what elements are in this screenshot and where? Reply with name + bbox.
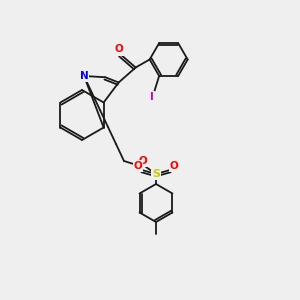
Text: I: I <box>150 92 154 102</box>
Text: O: O <box>134 161 142 171</box>
Text: O: O <box>114 44 123 55</box>
Text: O: O <box>169 161 178 171</box>
Text: N: N <box>80 71 88 81</box>
Text: O: O <box>139 156 147 166</box>
Text: S: S <box>152 169 160 179</box>
